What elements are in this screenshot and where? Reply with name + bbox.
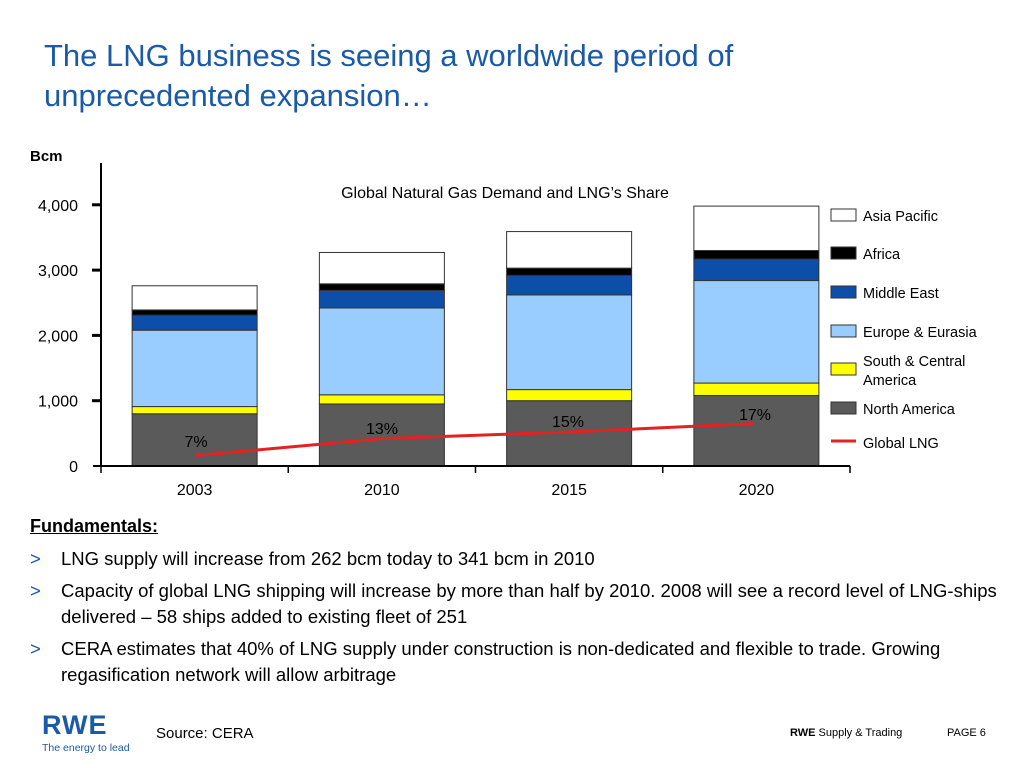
bar-south-central-america-2015	[506, 389, 633, 402]
bar-asia-pacific-2015	[506, 231, 633, 269]
legend-swatch	[830, 285, 857, 299]
page-number: PAGE 6	[947, 727, 986, 739]
bar-europe-eurasia-2010	[318, 307, 445, 396]
legend-label: Global LNG	[863, 436, 939, 452]
bar-middle-east-2010	[318, 289, 445, 309]
fundamentals-list: > LNG supply will increase from 262 bcm …	[30, 546, 1000, 694]
legend-label: South & Central America	[863, 354, 965, 389]
stacked-bar-chart: Bcm Global Natural Gas Demand and LNG’s …	[30, 148, 978, 499]
global-lng-line	[195, 422, 755, 458]
rwe-logo: RWE The energy to lead	[42, 711, 132, 757]
bullet-text: CERA estimates that 40% of LNG supply un…	[61, 638, 941, 685]
x-tick-label: 2010	[364, 482, 400, 499]
footer-company: RWE Supply & Trading	[790, 727, 902, 739]
fundamentals-heading: Fundamentals:	[30, 516, 159, 536]
logo-wordmark: RWE	[42, 710, 108, 740]
x-tick-label: 2003	[177, 482, 213, 499]
bar-middle-east-2015	[506, 274, 633, 296]
legend-swatch	[830, 324, 857, 338]
bar-south-central-america-2010	[318, 394, 445, 405]
list-item: > CERA estimates that 40% of LNG supply …	[30, 636, 1000, 688]
lng-share-label: 15%	[552, 414, 584, 431]
bar-south-central-america-2003	[131, 406, 258, 415]
bar-asia-pacific-2003	[131, 285, 258, 311]
logo-tagline: The energy to lead	[42, 742, 130, 754]
list-item: > LNG supply will increase from 262 bcm …	[30, 546, 1000, 572]
bullet-marker: >	[30, 548, 41, 569]
bullet-text: LNG supply will increase from 262 bcm to…	[61, 548, 595, 569]
y-tick-label: 0	[69, 459, 78, 476]
bar-asia-pacific-2010	[318, 251, 445, 285]
y-axis-label: Bcm	[30, 148, 63, 165]
legend-label: Asia Pacific	[863, 209, 938, 225]
legend-swatch	[830, 401, 857, 415]
legend-label: Middle East	[863, 286, 939, 302]
legend-swatch	[830, 246, 857, 260]
bullet-text: Capacity of global LNG shipping will inc…	[61, 580, 997, 627]
x-tick-label: 2015	[551, 482, 587, 499]
bar-africa-2010	[318, 283, 445, 291]
y-tick-label: 4,000	[38, 198, 78, 215]
x-tick-label: 2020	[739, 482, 775, 499]
bar-middle-east-2003	[131, 314, 258, 331]
bars-layer	[131, 205, 820, 467]
y-tick-label: 1,000	[38, 394, 78, 411]
bar-europe-eurasia-2015	[506, 294, 633, 391]
bar-africa-2003	[131, 309, 258, 316]
legend-swatch	[830, 362, 857, 376]
legend-label-line: South & Central	[863, 354, 965, 370]
list-item: > Capacity of global LNG shipping will i…	[30, 578, 1000, 630]
lng-share-label: 7%	[184, 434, 207, 451]
bullet-marker: >	[30, 638, 41, 659]
lng-line-layer: 7% 13% 15% 17%	[184, 407, 771, 458]
footer-company-bold: RWE	[790, 727, 816, 739]
axes-layer: 2003 2010 2015 2020 0 1,000 2,000 3,000 4,000	[38, 163, 851, 499]
bar-africa-2015	[506, 267, 633, 276]
bar-south-central-america-2020	[693, 382, 820, 396]
source-note: Source: CERA	[156, 725, 254, 742]
bar-africa-2020	[693, 250, 820, 260]
y-tick-label: 2,000	[38, 328, 78, 345]
legend-label: North America	[863, 402, 956, 418]
lng-share-label: 13%	[366, 421, 398, 438]
lng-share-label: 17%	[739, 407, 771, 424]
legend: Asia Pacific Africa Middle East Europe & Eu…	[830, 208, 978, 452]
chart-title: Global Natural Gas Demand and LNG’s Shar…	[341, 185, 669, 202]
legend-swatch	[830, 208, 857, 222]
slide-title: The LNG business is seeing a worldwide p…	[44, 38, 734, 113]
y-tick-label: 3,000	[38, 263, 78, 280]
bar-asia-pacific-2020	[693, 205, 820, 252]
bullet-marker: >	[30, 580, 41, 601]
bar-europe-eurasia-2003	[131, 329, 258, 408]
bar-europe-eurasia-2020	[693, 280, 820, 384]
legend-label-line: America	[863, 373, 917, 389]
footer-company-rest: Supply & Trading	[818, 727, 903, 739]
legend-label: Europe & Eurasia	[863, 325, 978, 341]
legend-label: Africa	[863, 247, 901, 263]
bar-middle-east-2020	[693, 258, 820, 282]
